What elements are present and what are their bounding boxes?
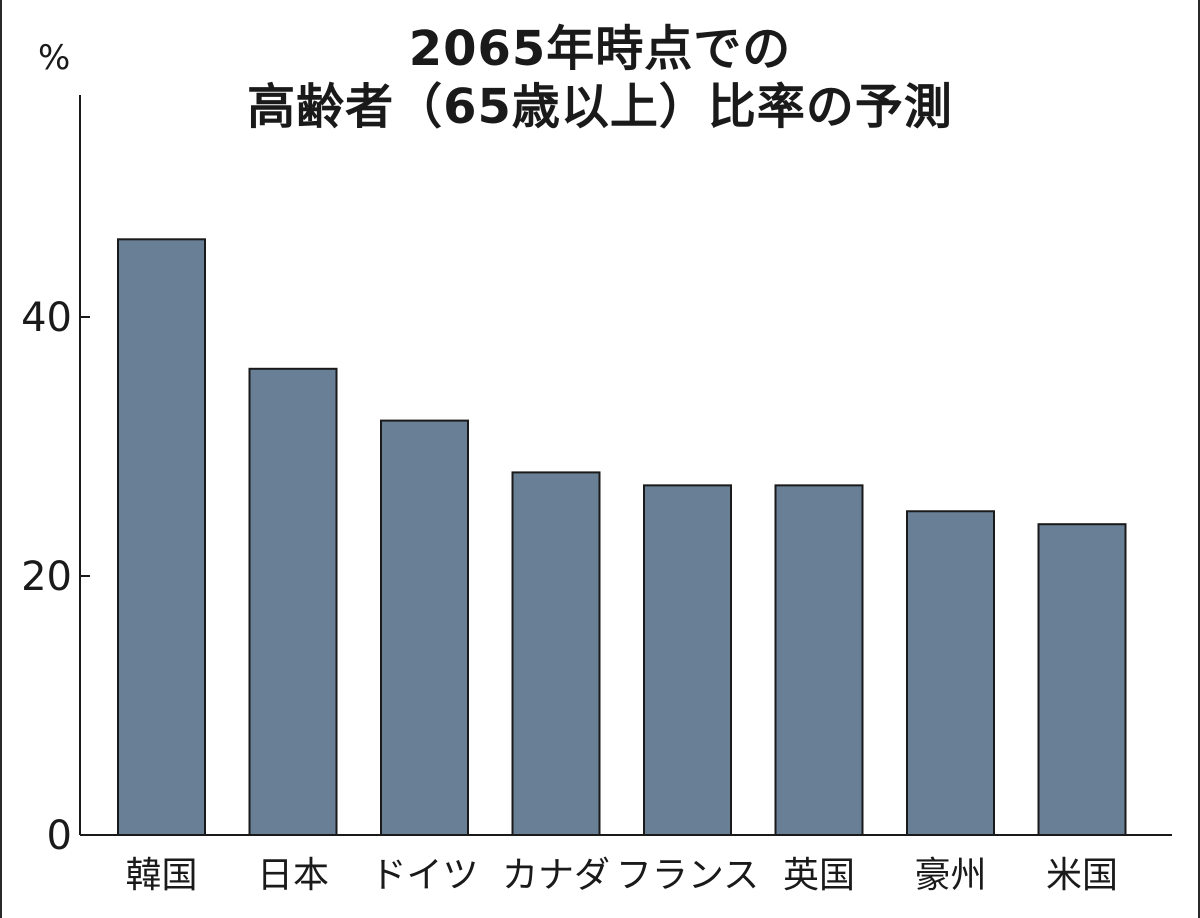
- x-category-label: フランス: [616, 855, 759, 896]
- y-tick-label: 20: [21, 554, 72, 600]
- x-category-label: 豪州: [914, 855, 986, 896]
- bar-4: [511, 471, 601, 836]
- y-tick-label: 40: [21, 295, 72, 341]
- chart-title-line-2: 高齢者（65歳以上）比率の予測: [247, 79, 953, 135]
- right-border: [1198, 0, 1200, 918]
- x-category-label: 英国: [783, 855, 855, 896]
- bar-5: [643, 484, 732, 836]
- bar-3: [380, 419, 469, 836]
- bar-7: [906, 510, 995, 836]
- bar-2: [248, 367, 338, 836]
- x-category-label: 韓国: [125, 855, 197, 896]
- x-category-label: 米国: [1046, 855, 1118, 896]
- y-axis-unit-label: %: [38, 38, 71, 78]
- left-border: [0, 0, 2, 918]
- x-category-label: 日本: [257, 855, 329, 896]
- y-tick-label: 0: [47, 813, 72, 859]
- x-category-label: カナダ: [502, 855, 610, 896]
- bar-8: [1037, 523, 1127, 836]
- bar-6: [774, 484, 864, 836]
- bar-1: [117, 238, 206, 837]
- x-category-label: ドイツ: [370, 855, 478, 896]
- chart-title-line-1: 2065年時点での: [408, 21, 792, 77]
